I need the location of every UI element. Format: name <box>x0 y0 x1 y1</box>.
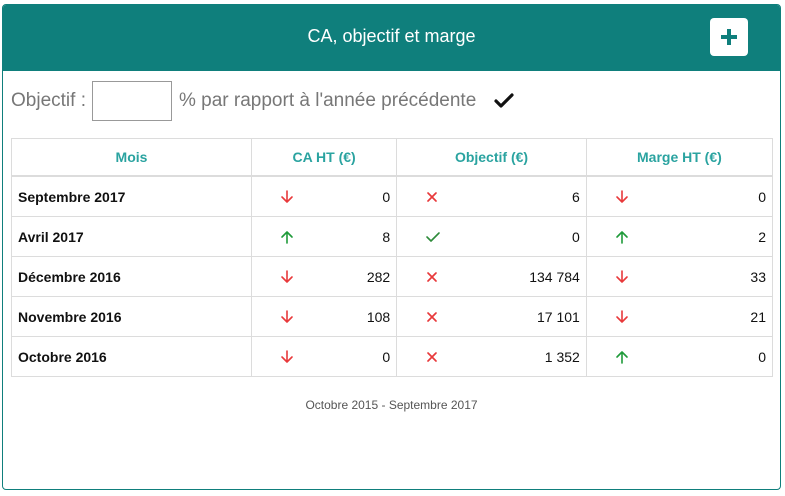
ca-cell: 8 <box>250 216 398 257</box>
marge-cell: 0 <box>585 336 774 377</box>
objectif-value: 1 352 <box>544 348 580 365</box>
table-row: Octobre 2016 0 1 352 0 <box>11 336 774 377</box>
arrow-down-icon <box>615 269 629 284</box>
ca-value: 0 <box>382 188 391 205</box>
ca-cell: 282 <box>250 256 398 297</box>
marge-cell: 2 <box>585 216 774 257</box>
objectif-cell: 17 101 <box>396 296 587 337</box>
ca-value: 282 <box>366 268 391 285</box>
column-header-marge: Marge HT (€) <box>585 138 774 177</box>
marge-cell: 33 <box>585 256 774 297</box>
month-cell: Octobre 2016 <box>11 336 252 377</box>
validate-checkmark-icon[interactable] <box>494 91 514 111</box>
panel-title: CA, objectif et marge <box>307 26 476 46</box>
period-caption: Octobre 2015 - Septembre 2017 <box>305 398 478 412</box>
objective-suffix-label: % par rapport à l'année précédente <box>178 90 477 111</box>
month-cell: Novembre 2016 <box>11 296 252 337</box>
marge-value: 2 <box>758 228 766 245</box>
objectif-value: 134 784 <box>529 268 580 285</box>
objectif-cell: 1 352 <box>396 336 587 377</box>
marge-value: 0 <box>758 348 766 365</box>
month-cell: Septembre 2017 <box>11 175 252 217</box>
table-row: Septembre 2017 0 6 0 <box>11 175 774 217</box>
ca-value: 0 <box>382 348 391 365</box>
ca-cell: 0 <box>250 175 398 217</box>
month-cell: Avril 2017 <box>11 216 252 257</box>
objectif-cell: 6 <box>396 175 587 217</box>
panel-header: CA, objectif et marge <box>3 5 780 71</box>
arrow-down-icon <box>615 309 629 324</box>
plus-icon <box>721 29 737 45</box>
arrow-up-icon <box>280 230 294 244</box>
month-cell: Décembre 2016 <box>11 256 252 297</box>
arrow-down-icon <box>280 349 294 364</box>
objectif-cell: 0 <box>396 216 587 257</box>
ca-cell: 0 <box>250 336 398 377</box>
ca-value: 108 <box>366 308 391 325</box>
monthly-table: Mois CA HT (€) Objectif (€) Marge HT (€)… <box>11 138 774 377</box>
arrow-down-icon <box>280 269 294 284</box>
table-row: Avril 2017 8 0 2 <box>11 216 774 257</box>
cross-icon <box>425 190 439 204</box>
table-row: Novembre 2016 108 17 101 21 <box>11 296 774 337</box>
marge-value: 0 <box>758 188 766 205</box>
arrow-down-icon <box>615 189 629 204</box>
objectif-value: 6 <box>572 188 580 205</box>
objective-label: Objectif : <box>11 90 86 111</box>
ca-objectif-marge-panel: CA, objectif et marge Objectif : % par r… <box>2 4 781 490</box>
arrow-up-icon <box>615 350 629 364</box>
arrow-down-icon <box>280 189 294 204</box>
objectif-cell: 134 784 <box>396 256 587 297</box>
ca-value: 8 <box>382 228 391 245</box>
objectif-value: 17 101 <box>536 308 580 325</box>
arrow-up-icon <box>615 230 629 244</box>
marge-cell: 21 <box>585 296 774 337</box>
column-header-objectif: Objectif (€) <box>396 138 587 177</box>
arrow-down-icon <box>280 309 294 324</box>
objectif-value: 0 <box>572 228 580 245</box>
objective-row: Objectif : % par rapport à l'année précé… <box>11 81 514 121</box>
marge-value: 21 <box>750 308 766 325</box>
cross-icon <box>425 350 439 364</box>
ca-cell: 108 <box>250 296 398 337</box>
cross-icon <box>425 310 439 324</box>
table-row: Décembre 2016 282 134 784 33 <box>11 256 774 297</box>
objective-percent-input[interactable] <box>91 81 172 121</box>
check-icon <box>425 230 440 244</box>
column-header-ca: CA HT (€) <box>250 138 398 177</box>
column-header-mois: Mois <box>11 138 252 177</box>
cross-icon <box>425 270 439 284</box>
add-button[interactable] <box>710 18 748 56</box>
marge-value: 33 <box>750 268 766 285</box>
marge-cell: 0 <box>585 175 774 217</box>
